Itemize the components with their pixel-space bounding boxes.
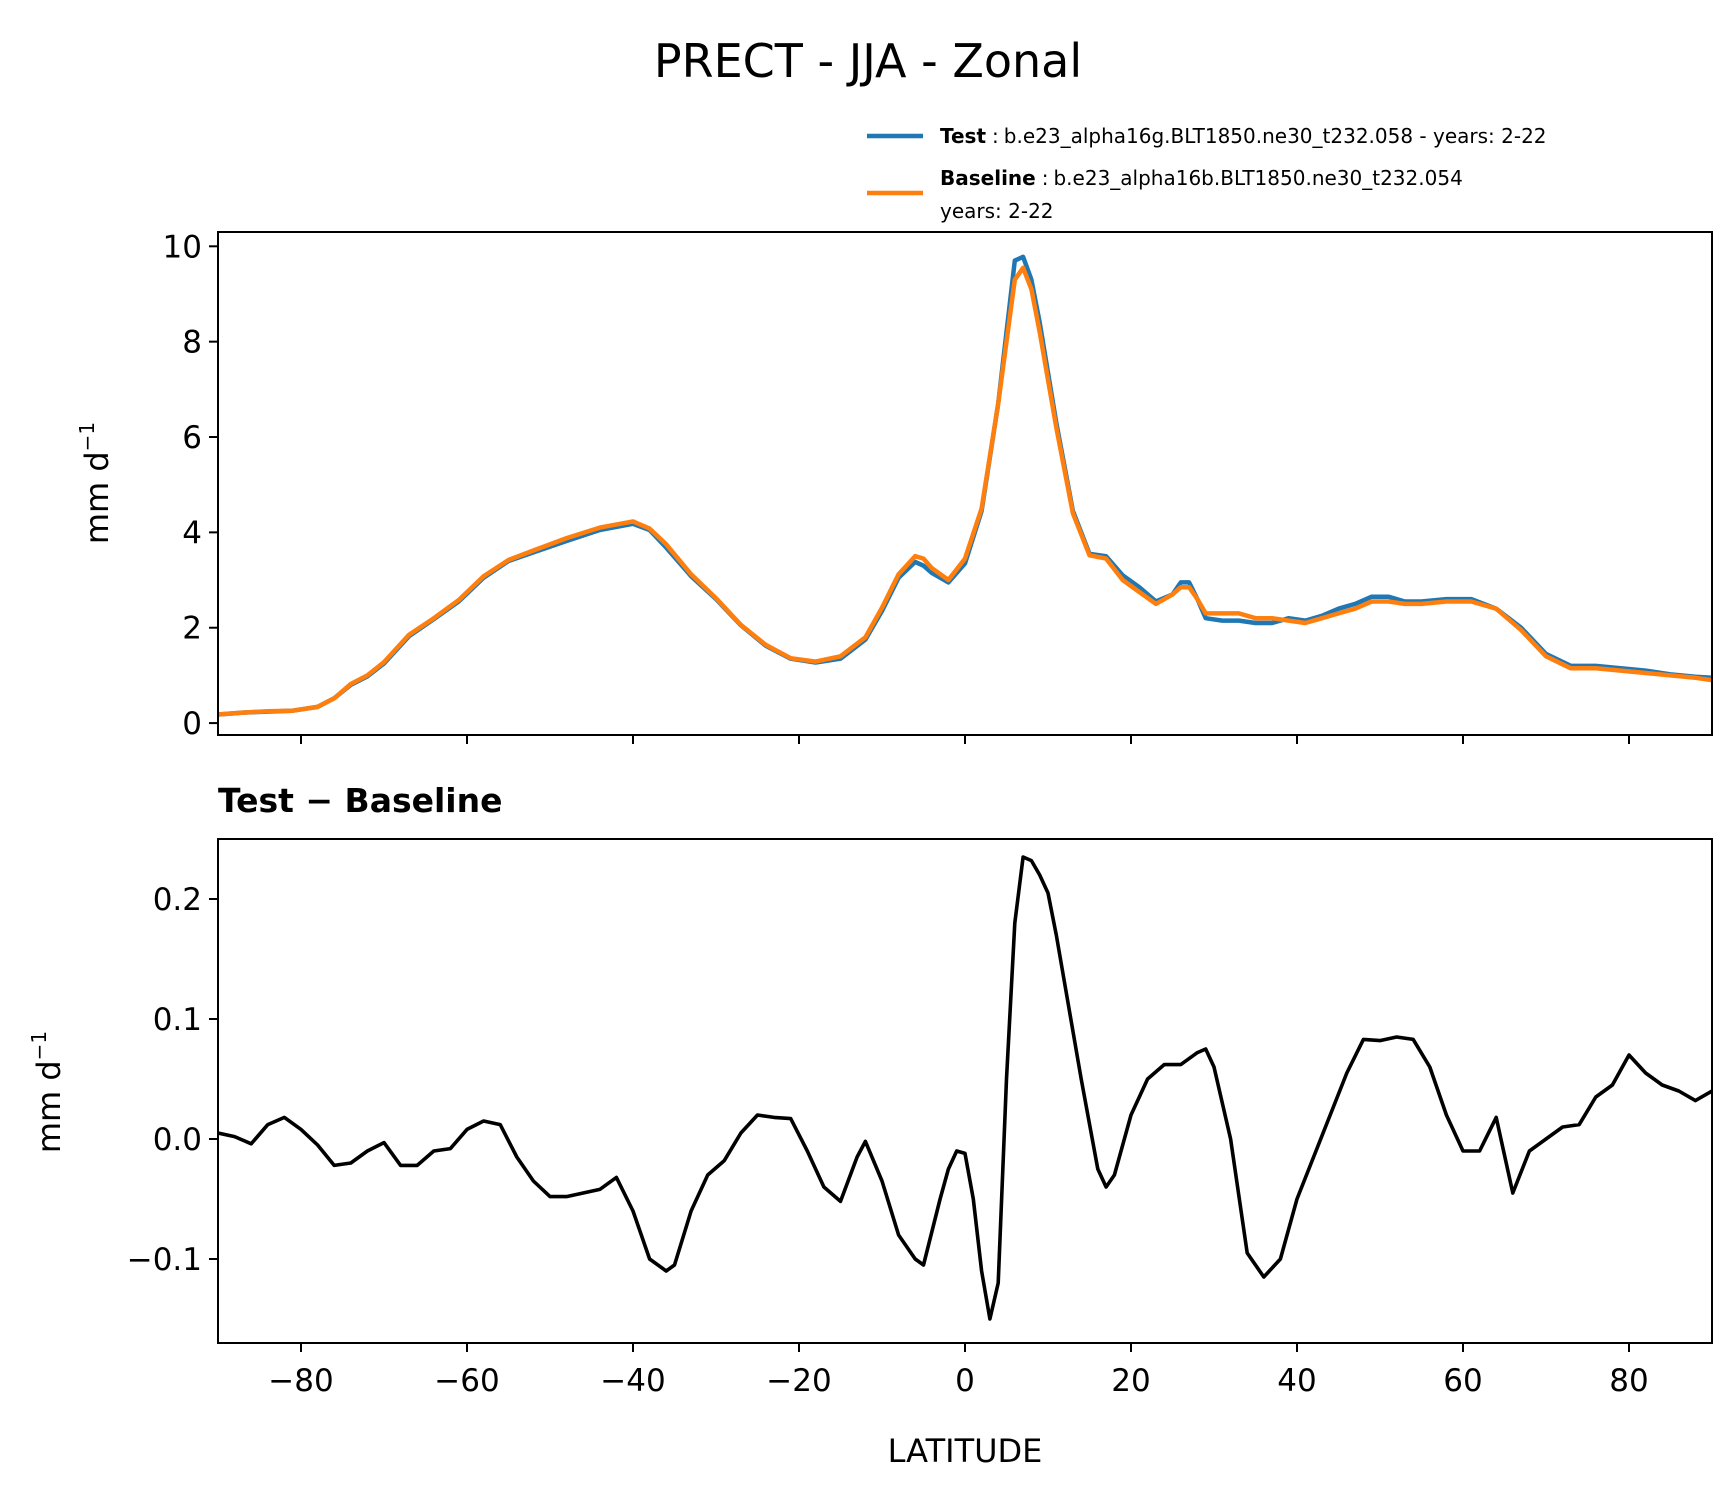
legend: Test: b.e23_alpha16g.BLT1850.ne30_t232.05… <box>867 124 1547 223</box>
y-tick-label: 0.2 <box>153 882 202 918</box>
series-line-baseline <box>218 265 1712 717</box>
top-panel-frame <box>217 231 1713 736</box>
x-axis-label: LATITUDE <box>888 1432 1043 1470</box>
y-tick-label: 6 <box>182 420 202 456</box>
x-tick-label: 20 <box>1111 1363 1150 1399</box>
bottom-panel-frame <box>217 838 1713 1344</box>
y-tick-label: 4 <box>182 515 202 551</box>
x-tick-label: 80 <box>1609 1363 1648 1399</box>
x-tick-label: −60 <box>434 1363 499 1399</box>
legend-entry-test: Test: b.e23_alpha16g.BLT1850.ne30_t232.05… <box>940 124 1547 148</box>
x-tick-label: −20 <box>766 1363 831 1399</box>
y-tick-label: 0.1 <box>153 1002 202 1038</box>
y-tick-label: −0.1 <box>127 1242 202 1278</box>
legend-entry-baseline-years: years: 2-22 <box>940 199 1054 223</box>
x-tick-label: 40 <box>1277 1363 1316 1399</box>
x-tick-label: −40 <box>600 1363 665 1399</box>
top-panel: 0 2 4 6 8 10 mm d−1 <box>75 229 1713 744</box>
x-tick-label: 60 <box>1443 1363 1482 1399</box>
top-panel-ticks: 0 2 4 6 8 10 <box>163 229 1630 744</box>
x-tick-label: −80 <box>268 1363 333 1399</box>
bottom-panel-ticks: −0.1 0.0 0.1 0.2 −80 −60 −40 −20 0 20 40 60 80 <box>127 882 1649 1399</box>
top-panel-ylabel: mm d−1 <box>75 422 116 544</box>
series-line-test-baseline <box>218 855 1712 1321</box>
y-tick-label: 8 <box>182 325 202 361</box>
figure-title: PRECT - JJA - Zonal <box>654 34 1082 88</box>
y-tick-label: 0 <box>182 706 202 742</box>
y-tick-label: 2 <box>182 611 202 647</box>
x-tick-label: 0 <box>955 1363 975 1399</box>
bottom-panel: Test − Baseline −0.1 0.0 0.1 0.2 −80 −60 −40 −2… <box>27 781 1713 1470</box>
y-tick-label: 10 <box>163 229 202 265</box>
y-tick-label: 0.0 <box>153 1122 202 1158</box>
legend-entry-baseline: Baseline: b.e23_alpha16b.BLT1850.ne30_t23… <box>940 166 1463 190</box>
top-panel-series <box>218 254 1712 717</box>
bottom-panel-ylabel: mm d−1 <box>27 1031 68 1153</box>
bottom-panel-title: Test − Baseline <box>218 781 503 820</box>
bottom-panel-series <box>218 855 1712 1321</box>
